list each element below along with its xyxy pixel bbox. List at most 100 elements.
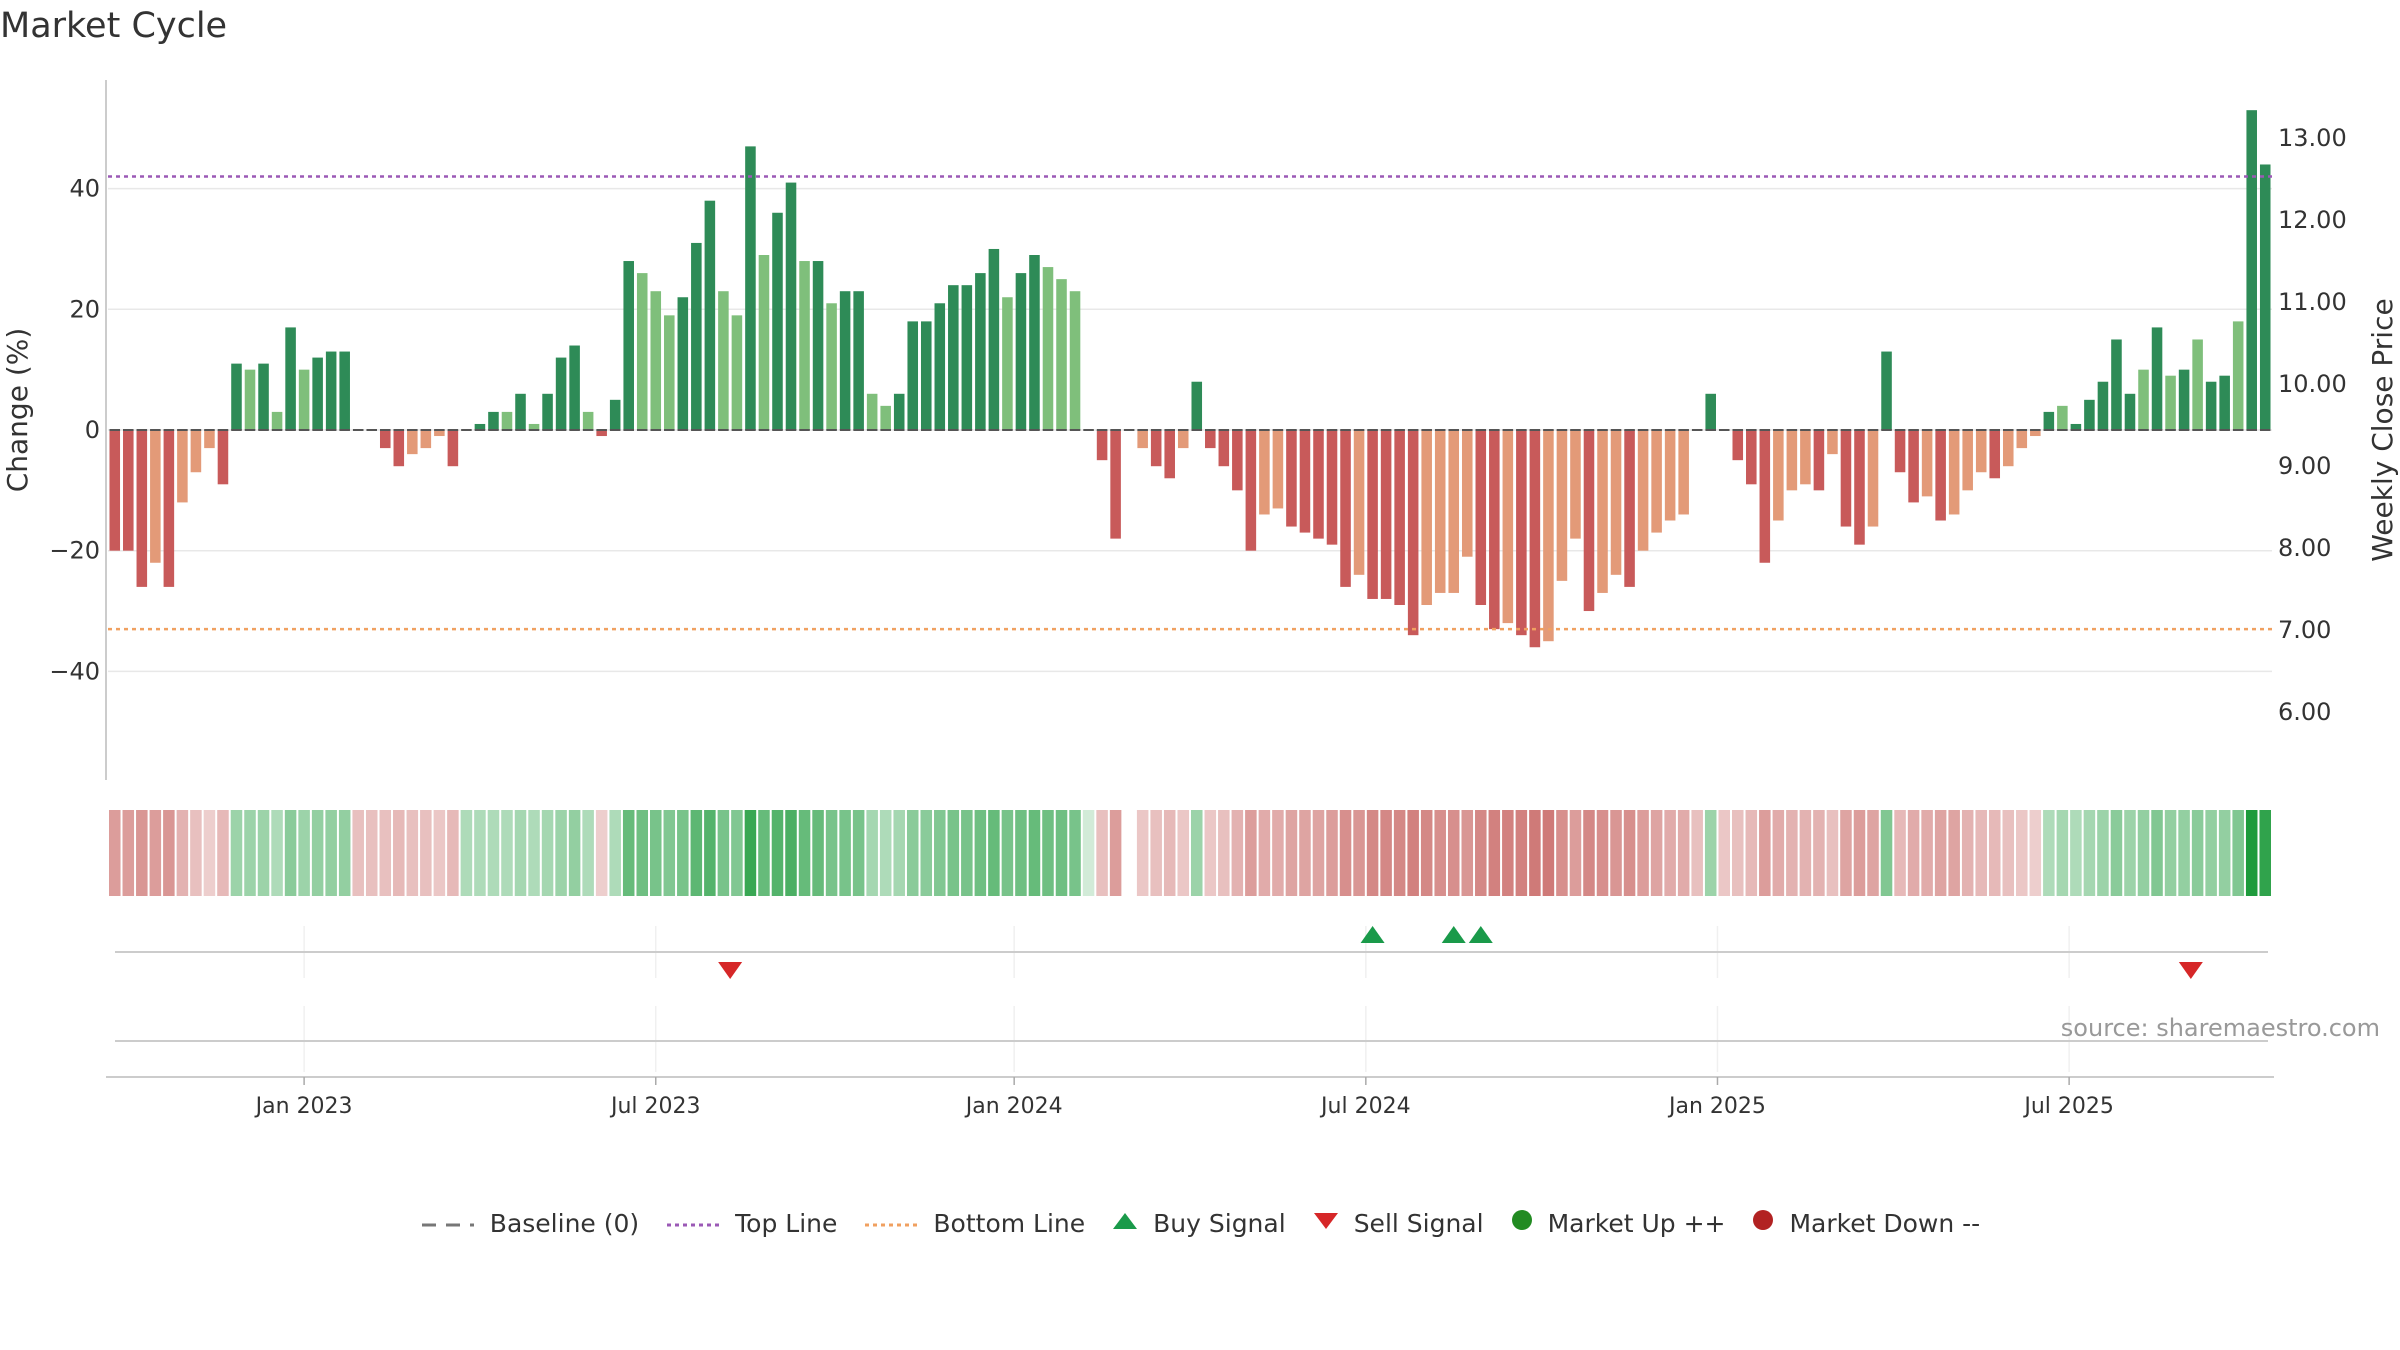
- bar: [1299, 430, 1311, 533]
- heat-cell: [1339, 810, 1352, 896]
- heat-cell: [203, 810, 216, 896]
- bar: [2084, 399, 2095, 430]
- heat-cell: [947, 810, 960, 896]
- heat-cell: [2137, 810, 2150, 896]
- legend-label: Market Up ++: [1547, 1208, 1726, 1238]
- legend-item-mdown[interactable]: Market Down --: [1751, 1208, 1980, 1238]
- bar: [2178, 369, 2190, 430]
- heat-cell: [1245, 810, 1257, 896]
- bar: [2030, 430, 2041, 437]
- y2-tick-label: 13.00: [2278, 124, 2347, 152]
- y-tick-label: 40: [69, 175, 100, 203]
- bar: [2124, 393, 2136, 430]
- heat-cell: [2124, 810, 2136, 896]
- bar: [1272, 430, 1284, 509]
- bar: [190, 430, 202, 473]
- bar: [948, 285, 959, 430]
- y-axis-label: Change (%): [1, 328, 34, 493]
- heat-cell: [460, 810, 473, 896]
- heat-cell: [1542, 810, 1555, 896]
- bar: [582, 411, 594, 430]
- heat-cell: [298, 810, 310, 896]
- heat-cell: [1988, 810, 2001, 896]
- bar: [298, 369, 310, 430]
- bar: [596, 430, 607, 437]
- heat-cell: [839, 810, 851, 896]
- heat-cell: [1272, 810, 1284, 896]
- bar: [163, 430, 175, 587]
- bar: [1624, 430, 1635, 587]
- bar: [1015, 273, 1027, 430]
- heat-cell: [2002, 810, 2015, 896]
- heat-cell: [1502, 810, 1514, 896]
- bar: [1042, 267, 1054, 430]
- bar: [1421, 430, 1432, 605]
- bar: [2111, 339, 2122, 430]
- bar: [1029, 255, 1040, 430]
- bar: [1637, 430, 1649, 551]
- heat-cell: [1231, 810, 1244, 896]
- heat-cell: [109, 810, 121, 896]
- bar: [907, 321, 919, 430]
- heat-cell: [2218, 810, 2231, 896]
- heat-cell: [1136, 810, 1149, 896]
- legend-item-top[interactable]: Top Line: [665, 1208, 837, 1238]
- bar: [136, 430, 148, 587]
- heat-cell: [650, 810, 662, 896]
- heat-cell: [636, 810, 648, 896]
- x-tick-label: Jul 2023: [609, 1094, 701, 1119]
- legend-label: Baseline (0): [489, 1208, 640, 1238]
- legend-item-baseline[interactable]: Baseline (0): [420, 1208, 639, 1238]
- bar: [1191, 381, 1203, 430]
- heat-cell: [1407, 810, 1419, 896]
- heat-cell: [176, 810, 189, 896]
- bar: [677, 297, 689, 430]
- heat-cell: [1447, 810, 1460, 896]
- legend-item-sell[interactable]: Sell Signal: [1312, 1208, 1484, 1238]
- dotted-purple-line-icon: [665, 1209, 721, 1238]
- heat-cell: [2043, 810, 2055, 896]
- heat-cell: [1813, 810, 1825, 896]
- bar: [731, 315, 743, 430]
- legend-label: Bottom Line: [933, 1208, 1086, 1238]
- bar: [839, 291, 851, 430]
- bar: [285, 327, 296, 430]
- bar: [1516, 430, 1527, 636]
- y2-axis-label: Weekly Close Price: [2366, 298, 2399, 561]
- source-credit: source: sharemaestro.com: [2060, 1014, 2380, 1042]
- bar: [488, 411, 499, 430]
- bar: [1583, 430, 1595, 612]
- heat-cell: [1055, 810, 1068, 896]
- up-triangle-icon: [1111, 1209, 1139, 1238]
- chart-title: Market Cycle: [0, 6, 228, 46]
- bar: [1529, 430, 1541, 648]
- heat-cell: [1650, 810, 1663, 896]
- legend-item-mup[interactable]: Market Up ++: [1510, 1208, 1726, 1238]
- bar: [1570, 430, 1581, 539]
- heat-cell: [1975, 810, 1987, 896]
- down-triangle-icon: [1312, 1209, 1340, 1238]
- bar: [2016, 430, 2028, 449]
- y2-tick-label: 11.00: [2278, 288, 2347, 316]
- heat-cell: [393, 810, 405, 896]
- bar: [1989, 430, 2001, 479]
- heat-cell: [1529, 810, 1541, 896]
- heat-cell: [825, 810, 838, 896]
- legend-item-bottom[interactable]: Bottom Line: [863, 1208, 1085, 1238]
- heat-cell: [406, 810, 419, 896]
- heat-cell: [920, 810, 933, 896]
- heat-cell: [474, 810, 486, 896]
- x-tick-label: Jan 2025: [1667, 1094, 1766, 1119]
- green-dot-icon: [1510, 1208, 1534, 1238]
- bar: [718, 291, 729, 430]
- bar: [2232, 321, 2244, 430]
- heat-cell: [1326, 810, 1338, 896]
- heat-cell: [1109, 810, 1122, 896]
- heat-cell: [812, 810, 824, 896]
- heat-cell: [433, 810, 446, 896]
- legend-item-buy[interactable]: Buy Signal: [1111, 1208, 1286, 1238]
- heat-cell: [1475, 810, 1487, 896]
- heat-cell: [1163, 810, 1176, 896]
- bar: [2246, 110, 2257, 430]
